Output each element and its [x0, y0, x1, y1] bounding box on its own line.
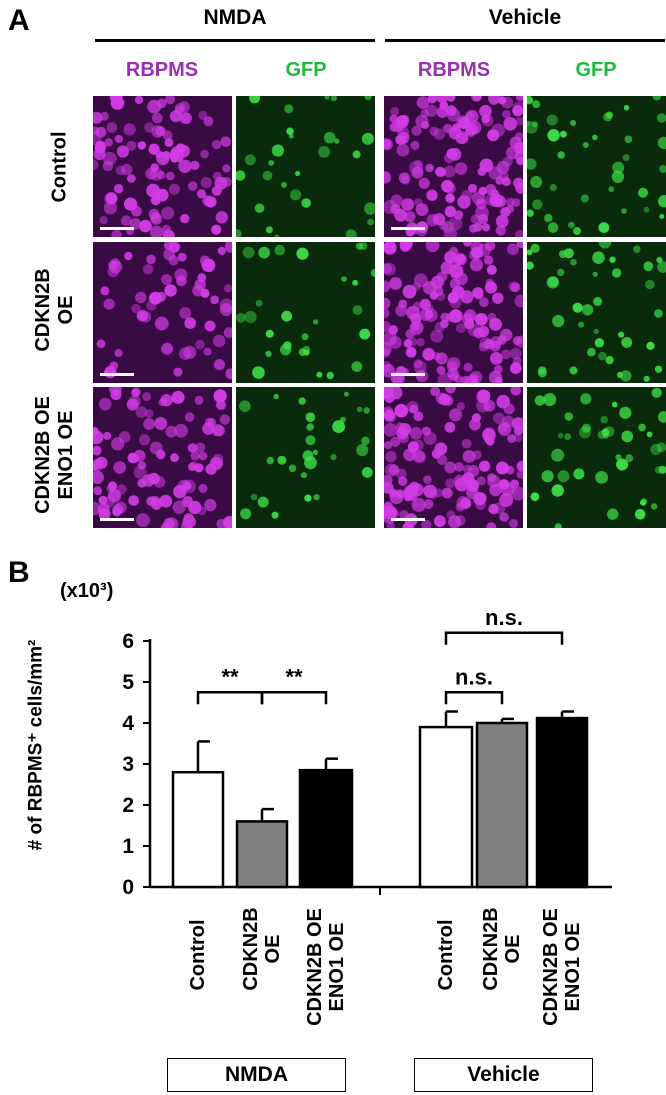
scale-bar: [391, 518, 425, 521]
y-tick-label: 0: [122, 876, 134, 899]
scale-bar: [100, 227, 134, 230]
significance-bracket: [260, 691, 328, 705]
scale-bar: [100, 518, 134, 521]
x-tick-label-line: ENO1 OE: [326, 922, 348, 1012]
y-tick-label: 2: [122, 794, 134, 817]
y-tick-label: 6: [122, 630, 134, 653]
group-box-nmda: NMDA: [167, 1058, 346, 1092]
row-label-cdkn2b-oe: CDKN2B OE: [32, 268, 78, 351]
x-tick-label: CDKN2B OE: [480, 907, 524, 990]
x-tick-label-line: ENO1 OE: [562, 922, 584, 1012]
group-rule-vehicle: [385, 39, 665, 42]
row-label-line: CDKN2B OE: [32, 396, 54, 514]
panel-a-label: A: [8, 4, 30, 37]
micrograph-gfp: [527, 387, 666, 528]
scale-bar: [391, 227, 425, 230]
x-tick-label: CDKN2B OE: [240, 907, 284, 990]
scale-bar: [391, 373, 425, 376]
significance-label: n.s.: [455, 664, 493, 689]
micrograph-gfp: [527, 242, 666, 383]
row-label-cdkn2b-eno1-oe: CDKN2B OE ENO1 OE: [32, 396, 78, 514]
micrograph-rbpms: [93, 96, 232, 237]
micrograph-rbpms: [93, 387, 232, 528]
row-label-control: Control: [49, 131, 72, 202]
group-box-vehicle: Vehicle: [414, 1058, 593, 1092]
row-label-line: ENO1 OE: [55, 410, 77, 500]
y-multiplier: (x10³): [60, 580, 114, 602]
micrograph-rbpms: [93, 242, 232, 383]
x-tick-label-line: CDKN2B: [480, 907, 502, 991]
x-tick-label: CDKN2B OE ENO1 OE: [304, 908, 348, 1026]
row-label-line: Control: [48, 131, 71, 203]
x-tick-label-line: CDKN2B OE: [540, 908, 562, 1026]
panel-b-label: B: [8, 556, 30, 589]
x-tick-label: Control: [187, 919, 209, 990]
y-tick-label: 1: [122, 835, 134, 858]
bar: [235, 820, 289, 889]
bar: [535, 716, 589, 889]
x-tick-label-line: OE: [502, 934, 524, 964]
micrograph-rbpms: [384, 387, 523, 528]
group-title-vehicle: Vehicle: [488, 6, 562, 29]
x-tick-label-line: CDKN2B OE: [304, 908, 326, 1026]
x-tick-label: CDKN2B OE ENO1 OE: [540, 908, 584, 1026]
significance-bracket: [196, 691, 264, 705]
y-tick-label: 3: [122, 753, 134, 776]
micrograph-rbpms: [384, 242, 523, 383]
x-tick-label-line: Control: [187, 919, 209, 991]
micrograph-gfp: [236, 242, 375, 383]
significance-bracket: [444, 631, 564, 645]
row-label-line: CDKN2B: [32, 268, 54, 352]
micrograph-gfp: [527, 96, 666, 237]
micrograph-rbpms: [384, 96, 523, 237]
x-tick-label-line: Control: [435, 919, 457, 991]
group-rule-nmda: [95, 39, 375, 42]
micrograph-gfp: [236, 387, 375, 528]
significance-label: **: [285, 664, 303, 689]
significance-label: n.s.: [485, 605, 523, 630]
bar: [475, 721, 529, 889]
column-label-gfp: GFP: [285, 59, 327, 81]
column-label-rbpms: RBPMS: [125, 59, 199, 81]
micrograph-gfp: [236, 96, 375, 237]
bar: [418, 725, 474, 889]
significance-bracket: [444, 691, 504, 705]
x-tick-label: Control: [435, 919, 457, 990]
y-tick-label: 5: [122, 671, 134, 694]
significance-label: **: [221, 664, 239, 689]
group-title-nmda: NMDA: [203, 6, 267, 29]
bar: [298, 768, 354, 889]
bar-chart: 0 1 2 3 4 5 6 ** ** n.s. n.s.: [122, 605, 612, 899]
row-label-line: OE: [55, 295, 77, 325]
scale-bar: [100, 373, 134, 376]
column-label-rbpms: RBPMS: [417, 59, 491, 81]
x-tick-label-line: OE: [262, 934, 284, 964]
y-tick-label: 4: [122, 712, 134, 735]
bar: [171, 770, 225, 889]
column-label-gfp: GFP: [575, 59, 617, 81]
x-tick-label-line: CDKN2B: [240, 907, 262, 991]
